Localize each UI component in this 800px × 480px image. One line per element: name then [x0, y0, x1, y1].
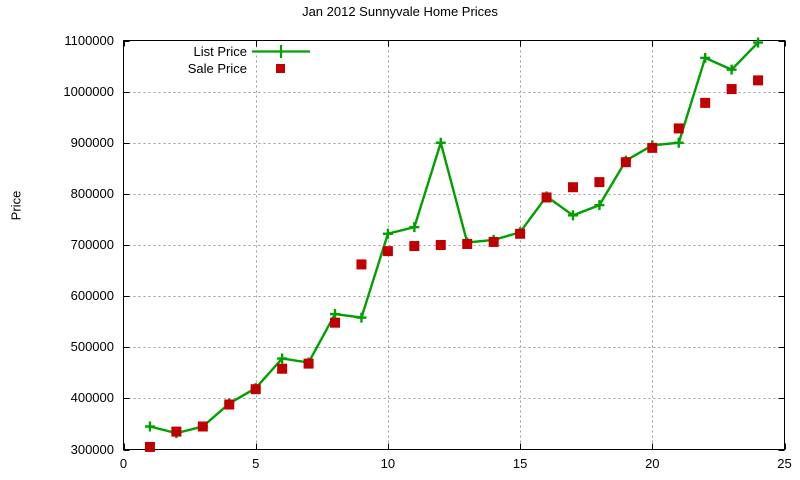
y-tick-label: 1000000	[63, 83, 114, 99]
legend-item-sale-price: Sale Price	[140, 61, 315, 78]
y-tick-label: 800000	[70, 185, 114, 201]
y-tick-label: 1100000	[64, 32, 114, 48]
x-tick-label: 10	[380, 455, 396, 471]
x-tick-label: 25	[777, 455, 792, 471]
y-tick-label: 500000	[70, 339, 114, 355]
chart-title: Jan 2012 Sunnyvale Home Prices	[302, 4, 498, 19]
gridlines	[123, 40, 785, 450]
plot-frame	[123, 40, 785, 450]
series-lines	[149, 41, 759, 435]
series-markers	[144, 37, 764, 452]
legend-key-line-cross-icon	[250, 44, 312, 59]
y-tick-label: 400000	[70, 390, 114, 406]
y-tick-label: 600000	[70, 288, 114, 304]
tick-marks	[123, 40, 786, 451]
x-tick-label: 20	[645, 455, 660, 471]
y-tick-label: 700000	[70, 237, 114, 252]
legend-label-sale-price: Sale Price	[187, 61, 247, 76]
y-tick-label: 900000	[70, 134, 114, 150]
x-tick-label: 5	[252, 455, 260, 471]
chart-legend: List Price Sale Price	[140, 44, 315, 78]
x-tick-label: 15	[512, 455, 528, 471]
legend-key-square-icon	[250, 61, 312, 76]
y-tick-label: 300000	[70, 441, 114, 457]
x-tick-label: 0	[119, 455, 128, 471]
legend-item-list-price: List Price	[140, 44, 315, 61]
legend-label-list-price: List Price	[193, 44, 247, 59]
